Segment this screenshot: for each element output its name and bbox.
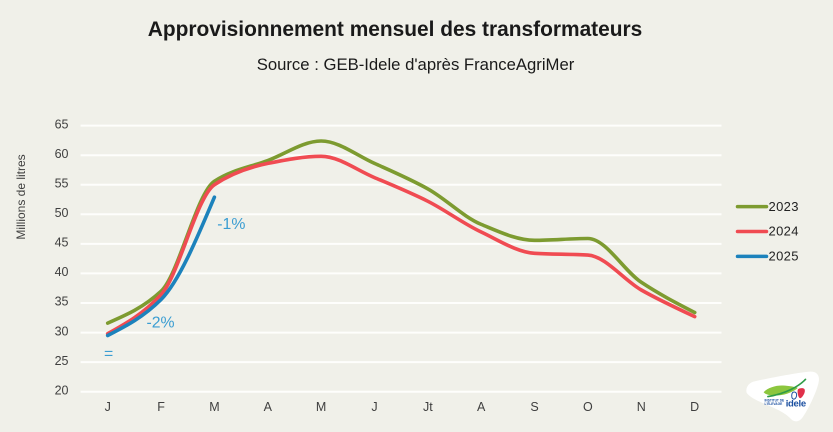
svg-text:Source : GEB-Idele d'après Fra: Source : GEB-Idele d'après FranceAgriMer	[257, 55, 575, 74]
svg-text:40: 40	[55, 265, 69, 279]
svg-text:65: 65	[55, 117, 69, 131]
svg-text:idele: idele	[786, 398, 806, 409]
svg-text:35: 35	[55, 295, 69, 309]
svg-text:J: J	[371, 400, 377, 414]
svg-text:S: S	[530, 400, 538, 414]
svg-text:Approvisionnement mensuel des: Approvisionnement mensuel des transforma…	[148, 18, 643, 41]
svg-text:M: M	[209, 400, 219, 414]
svg-text:O: O	[583, 400, 593, 414]
svg-text:=: =	[104, 346, 113, 363]
svg-text:M: M	[316, 400, 326, 414]
svg-text:L'ÉLEVAGE: L'ÉLEVAGE	[765, 401, 783, 406]
svg-text:N: N	[637, 400, 646, 414]
svg-text:Millions de litres: Millions de litres	[14, 154, 28, 239]
svg-text:-1%: -1%	[217, 216, 245, 233]
svg-text:A: A	[264, 400, 273, 414]
svg-text:J: J	[105, 400, 111, 414]
svg-text:50: 50	[55, 206, 69, 220]
svg-text:2025: 2025	[769, 248, 799, 263]
svg-text:D: D	[690, 400, 699, 414]
svg-text:2024: 2024	[769, 224, 799, 239]
svg-text:25: 25	[55, 354, 69, 368]
svg-text:30: 30	[55, 324, 69, 338]
svg-text:60: 60	[55, 147, 69, 161]
svg-text:-2%: -2%	[147, 315, 175, 332]
svg-text:20: 20	[55, 383, 69, 397]
svg-text:45: 45	[55, 236, 69, 250]
svg-text:Jt: Jt	[423, 400, 433, 414]
svg-text:2023: 2023	[769, 199, 799, 214]
svg-text:A: A	[477, 400, 486, 414]
svg-text:55: 55	[55, 176, 69, 190]
svg-text:INSTITUT DE: INSTITUT DE	[765, 398, 785, 402]
svg-text:F: F	[157, 400, 165, 414]
